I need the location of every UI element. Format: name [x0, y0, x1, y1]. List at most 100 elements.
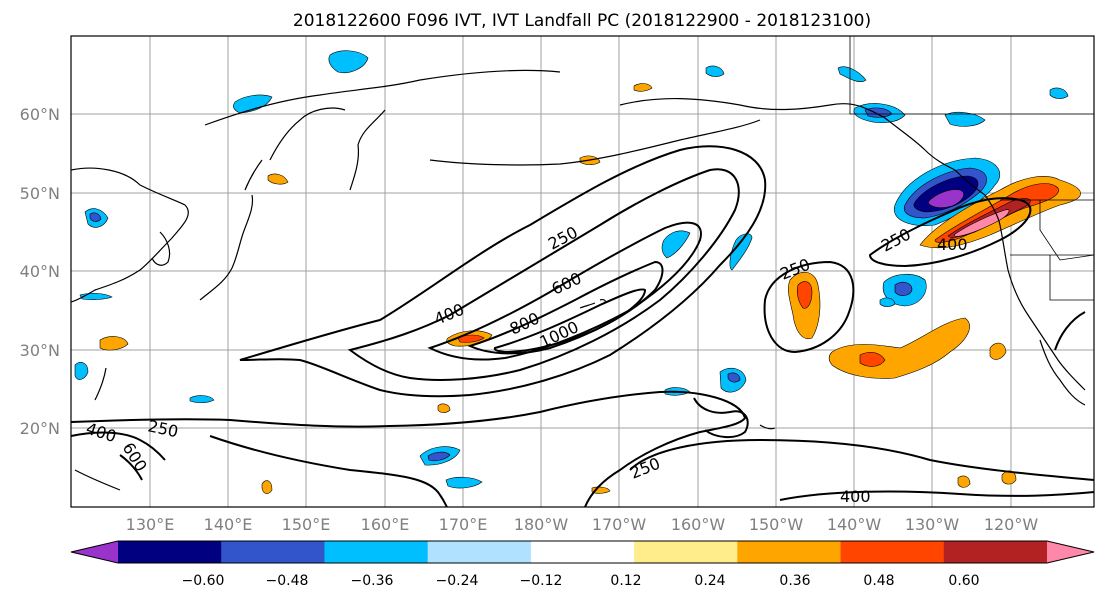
ivt-250-south [209, 435, 448, 507]
colorbar-tick-label: 0.24 [694, 573, 725, 589]
pos-small-9 [437, 403, 451, 413]
colorbar-segment [118, 541, 222, 563]
colorbar-tick-label: −0.12 [520, 573, 563, 589]
siberia-coast [204, 69, 561, 126]
midpacific-negative-patch [661, 230, 691, 259]
colorbar-outline [70, 540, 1095, 564]
colorbar-segment [530, 541, 635, 563]
tropics-negative-small [445, 476, 483, 489]
longitude-labels: 130°E 140°E 150°E 160°E 170°E 180°W 170°… [126, 515, 1039, 534]
ivt-trough [693, 397, 749, 438]
new-guinea [74, 469, 121, 491]
neg-small-2 [1049, 87, 1069, 99]
tropics-negative-patch-core [427, 451, 451, 462]
nw-coast-positive-peak [953, 209, 1010, 237]
ivt-250-tropics [71, 390, 747, 507]
aleutians [429, 119, 761, 166]
colorbar-segment [1047, 541, 1094, 563]
neg-small-1 [705, 65, 725, 77]
colorbar-tick-label: −0.60 [182, 573, 225, 589]
colorbar-segment [324, 541, 429, 563]
colorbar-tick-label: −0.48 [266, 573, 309, 589]
lon-label-150e: 150°E [282, 515, 331, 534]
ivt-600-tropics [119, 454, 143, 481]
lon-label-140e: 140°E [204, 515, 253, 534]
map-area: 250 400 600 800 1000 250 250 400 250 400… [71, 36, 1094, 507]
japan-negative-patch-core [89, 212, 102, 222]
nw-negative-small [837, 66, 867, 83]
lat-label-30n: 30°N [20, 341, 60, 360]
bc-coast [954, 169, 1001, 226]
ne-pacific-positive-patch-core [796, 281, 813, 309]
neg-small-3 [879, 297, 896, 307]
kamchatka-coast [349, 109, 386, 191]
lon-label-160w: 160°W [671, 515, 726, 534]
lat-label-50n: 50°N [20, 184, 60, 203]
subtropical-positive-band-core [859, 351, 886, 367]
hawaii-islands [579, 299, 606, 309]
coastlines [71, 69, 1086, 491]
japan-coast [199, 194, 254, 301]
map-title: 2018122600 F096 IVT, IVT Landfall PC (20… [293, 11, 871, 31]
baja-coast [1039, 339, 1086, 406]
ivt-250-main [239, 145, 767, 398]
asia-coast [71, 167, 189, 303]
colorbar-segment [943, 541, 1048, 563]
ivt-250-landfall [868, 197, 1032, 268]
alaska-coast [619, 98, 886, 119]
pos-small-4 [989, 342, 1007, 360]
marshall-islands [759, 424, 776, 430]
pos-small-1 [267, 173, 289, 185]
ivt-1000-main [493, 288, 647, 354]
political-borders [849, 36, 1094, 301]
caribbean-negative-patch [74, 362, 89, 380]
neg-small-4 [189, 395, 215, 404]
ivt-400-tropics [71, 431, 166, 461]
lon-label-170e: 170°E [439, 515, 488, 534]
bering-negative-patch [233, 94, 273, 114]
lon-label-150w: 150°W [749, 515, 804, 534]
ivt-250-ne-pacific [763, 260, 855, 354]
colorbar-segment [737, 541, 842, 563]
colorbar-tick-label: 0.48 [863, 573, 894, 589]
lon-label-140w: 140°W [827, 515, 882, 534]
gulf-alaska-negative-peak [927, 189, 964, 208]
okhotsk-coast [269, 107, 346, 161]
pos-small-2 [99, 336, 129, 351]
colorbar-segment [71, 541, 118, 563]
contour-label-400-se: 400 [840, 487, 871, 506]
colorbar-segment [840, 541, 945, 563]
lat-label-40n: 40°N [20, 262, 60, 281]
colorbar-tick-label: 0.60 [948, 573, 979, 589]
colorbar-segments [70, 540, 1095, 564]
yukon-negative-patch [944, 111, 986, 127]
pos-small-10 [633, 83, 653, 92]
ivt-800-main [467, 260, 664, 355]
lon-label-130e: 130°E [126, 515, 175, 534]
pos-small-6 [957, 475, 971, 488]
map-frame [70, 35, 1095, 508]
colorbar-tick-label: −0.24 [436, 573, 479, 589]
colorbar-tick-label: −0.36 [351, 573, 394, 589]
korea-coast [151, 231, 171, 266]
colorbar-segment [221, 541, 325, 563]
ivt-250-se [629, 438, 1094, 481]
contour-label-400-landfall: 400 [937, 235, 968, 254]
se-alaska-coast [884, 117, 956, 171]
colorbar: −0.60 −0.48 −0.36 −0.24 −0.12 0.12 0.24 … [70, 540, 1095, 589]
lon-label-170w: 170°W [592, 515, 647, 534]
asia-negative-strip [79, 292, 113, 300]
ivt-400-se [779, 490, 1094, 501]
philippines [94, 367, 107, 401]
pos-small-7 [261, 480, 273, 494]
us-west-coast [999, 224, 1086, 391]
colorbar-tick-labels: −0.60 −0.48 −0.36 −0.24 −0.12 0.12 0.24 … [182, 573, 980, 589]
central-pacific-positive-core [457, 334, 485, 343]
hawaii-negative-patch-core [894, 281, 913, 296]
ivt-600-main [427, 221, 702, 361]
lon-label-180w: 180°W [514, 515, 569, 534]
lon-label-130w: 130°W [905, 515, 960, 534]
colorbar-tick-label: 0.12 [610, 573, 641, 589]
lon-label-120w: 120°W [984, 515, 1039, 534]
